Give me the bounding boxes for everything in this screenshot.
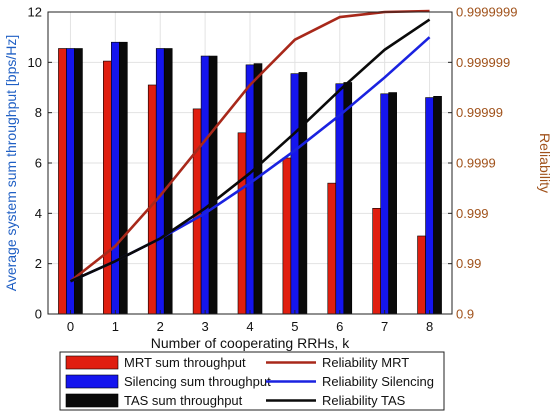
- bar-mrt-k8: [417, 235, 426, 315]
- x-tick-label: 3: [201, 319, 208, 334]
- legend-label-silencing-throughput: Silencing sum throughput: [124, 374, 271, 389]
- bar-mrt-k5: [282, 157, 292, 315]
- x-tick-label: 1: [112, 319, 119, 334]
- right-axis: 0.9 0.99 0.999 0.9999 0.99999 0.999999 0.99999…: [448, 5, 517, 322]
- legend-box: [59, 351, 445, 411]
- legend-swatch-mrt: [65, 355, 119, 370]
- x-tick-label: 8: [426, 319, 433, 334]
- bar-silencing-k5: [290, 73, 300, 315]
- bar-tas-k4: [253, 63, 263, 315]
- legend-label-reliability-tas: Reliability TAS: [322, 393, 406, 408]
- y-tick-label: 12: [28, 5, 42, 20]
- legend-label-mrt-throughput: MRT sum throughput: [124, 355, 246, 370]
- line-reliability-mrt: [69, 9, 430, 283]
- bar-tas-k7: [388, 92, 397, 315]
- x-tick-label: 4: [246, 319, 253, 334]
- x-tick-label: 0: [67, 319, 74, 334]
- bar-silencing-k3: [200, 55, 210, 315]
- bar-silencing-k2: [155, 48, 165, 315]
- bar-tas-k6: [343, 82, 353, 315]
- x-tick-label: 5: [291, 319, 298, 334]
- legend-swatch-tas: [65, 393, 119, 408]
- bar-silencing-k1: [111, 41, 120, 315]
- bar-silencing-k7: [380, 93, 389, 315]
- y-tick-label: 8: [35, 105, 42, 120]
- bar-silencing-k8: [425, 97, 434, 315]
- legend-label-reliability-mrt: Reliability MRT: [322, 355, 409, 370]
- bar-tas-k3: [208, 55, 218, 315]
- y-tick-label: 2: [35, 256, 42, 271]
- bar-mrt-k6: [327, 182, 337, 315]
- x-axis: 0 1 2 3 4 5 6 7 8: [67, 310, 433, 334]
- x-axis-label: Number of cooperating RRHs, k: [151, 335, 350, 351]
- right-tick-label: 0.9: [456, 307, 474, 322]
- legend-swatch-silencing: [65, 374, 119, 389]
- right-tick-label: 0.99999: [456, 105, 503, 120]
- bar-mrt-k4: [237, 132, 247, 315]
- bar-silencing-k0: [66, 48, 75, 315]
- bar-tas-k1: [119, 41, 128, 315]
- bar-tas-k8: [433, 96, 442, 315]
- right-tick-label: 0.9999999: [456, 5, 517, 20]
- y-tick-label: 4: [35, 206, 42, 221]
- right-axis-label: Reliability: [537, 133, 550, 193]
- legend-label-reliability-silencing: Reliability Silencing: [322, 374, 434, 389]
- reliability-lines: [69, 9, 431, 283]
- legend: MRT sum throughput Silencing sum throughp…: [59, 351, 445, 411]
- right-tick-label: 0.999: [456, 206, 489, 221]
- legend-label-tas-throughput: TAS sum throughput: [124, 393, 243, 408]
- x-tick-label: 2: [157, 319, 164, 334]
- line-reliability-tas: [69, 18, 431, 283]
- bar-mrt-k2: [147, 84, 157, 315]
- x-tick-label: 6: [336, 319, 343, 334]
- x-tick-label: 7: [381, 319, 388, 334]
- right-tick-label: 0.99: [456, 256, 481, 271]
- bar-mrt-k1: [103, 60, 112, 315]
- y-tick-label: 10: [28, 55, 42, 70]
- bar-silencing-k4: [245, 64, 255, 315]
- y-tick-label: 0: [35, 307, 42, 322]
- y-axis-label: Average system sum throughput [bps/Hz]: [3, 35, 19, 292]
- bars: [58, 41, 442, 315]
- right-tick-label: 0.999999: [456, 55, 510, 70]
- left-axis: 0 2 4 6 8 10 12: [28, 5, 52, 322]
- bar-mrt-k7: [372, 208, 381, 315]
- right-tick-label: 0.9999: [456, 156, 496, 171]
- y-tick-label: 6: [35, 156, 42, 171]
- bar-tas-k5: [298, 72, 308, 315]
- bar-mrt-k0: [58, 48, 67, 315]
